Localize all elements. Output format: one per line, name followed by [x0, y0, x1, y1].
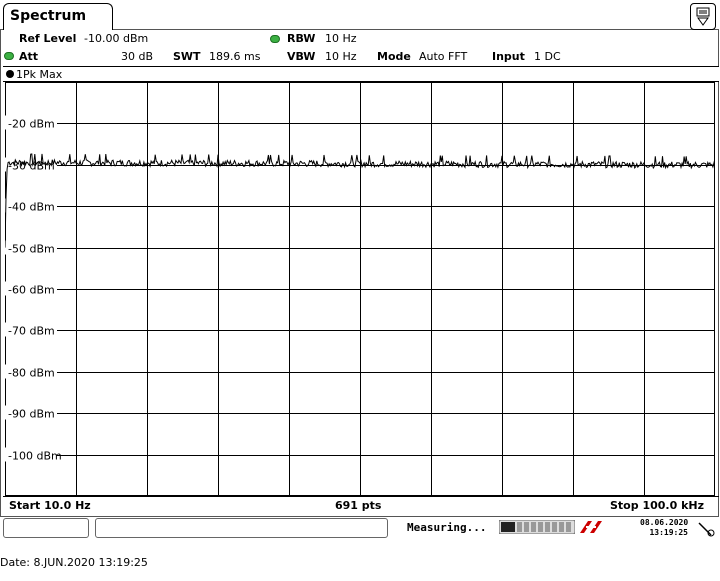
input-value: 1 DC — [534, 50, 561, 63]
tick-label-bg — [5, 405, 57, 420]
y-tick-label: -20 dBm — [8, 118, 55, 131]
gear-icon[interactable] — [697, 521, 717, 537]
y-tick-label: -80 dBm — [8, 367, 55, 380]
swt-label: SWT — [173, 50, 201, 63]
y-tick-label: -100 dBm — [8, 450, 62, 463]
rbw-value: 10 Hz — [325, 32, 357, 45]
y-tick-label: -70 dBm — [8, 325, 55, 338]
y-tick-label: -50 dBm — [8, 243, 55, 256]
tick-label-bg — [5, 281, 57, 296]
y-tick-label: -40 dBm — [8, 201, 55, 214]
rbw-indicator-icon — [270, 35, 280, 43]
start-frequency: Start 10.0 Hz — [9, 499, 91, 512]
spectrum-plot[interactable]: -20 dBm-30 dBm-40 dBm-50 dBm-60 dBm-70 d… — [5, 82, 715, 496]
tab-spectrum-label: Spectrum — [10, 8, 87, 24]
att-indicator-icon — [4, 52, 14, 60]
swt-value: 189.6 ms — [209, 50, 261, 63]
status-datetime: 08.06.2020 13:19:25 — [640, 518, 688, 538]
mode-label: Mode — [377, 50, 411, 63]
rbw-label: RBW — [287, 32, 316, 45]
tick-label-bg — [5, 240, 57, 255]
y-tick-label: -60 dBm — [8, 284, 55, 297]
trace-bar: 1Pk Max — [3, 66, 719, 82]
input-label: Input — [492, 50, 525, 63]
printout-date: Date: 8.JUN.2020 13:19:25 — [0, 556, 148, 569]
tick-label-bg — [5, 364, 57, 379]
trace-1-line — [5, 153, 715, 248]
tick-label-bg — [5, 157, 57, 172]
ref-level-value: -10.00 dBm — [84, 32, 149, 45]
att-value: 30 dB — [121, 50, 154, 63]
frequency-axis-bar: Start 10.0 Hz 691 pts Stop 100.0 kHz — [3, 496, 719, 515]
tick-label-bg — [5, 447, 57, 462]
stop-frequency: Stop 100.0 kHz — [610, 499, 704, 512]
sweep-points: 691 pts — [335, 499, 382, 512]
vbw-value: 10 Hz — [325, 50, 357, 63]
att-label: Att — [19, 50, 39, 63]
trace-label: 1Pk Max — [16, 68, 63, 81]
ref-level-label: Ref Level — [19, 32, 77, 45]
window-menu-button[interactable] — [690, 3, 716, 30]
tick-label-bg — [5, 198, 57, 213]
y-tick-label: -90 dBm — [8, 408, 55, 421]
status-field-message[interactable] — [95, 518, 388, 538]
instrument-logo-icon — [580, 521, 602, 533]
mode-value: Auto FFT — [419, 50, 468, 63]
measuring-status: Measuring... — [407, 521, 487, 534]
trace-1-icon — [6, 70, 14, 78]
vbw-label: VBW — [287, 50, 316, 63]
status-date: 08.06.2020 — [640, 518, 689, 527]
tab-spectrum[interactable]: Spectrum — [3, 3, 113, 30]
status-time: 13:19:25 — [649, 528, 688, 537]
window-menu-icon — [696, 7, 710, 26]
tick-label-bg — [5, 322, 57, 337]
status-field-left[interactable] — [3, 518, 89, 538]
tick-label-bg — [5, 115, 57, 130]
progress-bar — [499, 520, 575, 534]
measurement-frame — [0, 29, 719, 517]
